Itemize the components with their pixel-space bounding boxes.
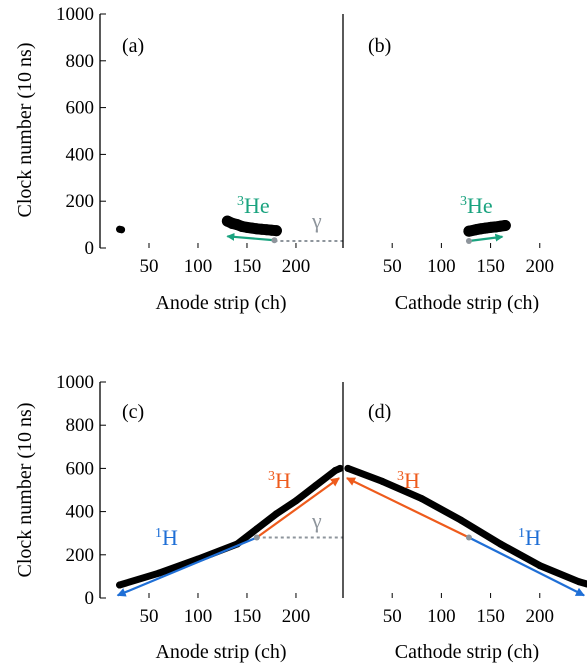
vertex-point: [253, 534, 260, 541]
xtick-label: 150: [233, 256, 262, 277]
data-point: [536, 562, 544, 570]
ytick-label: 1000: [56, 4, 94, 25]
xtick-label: 50: [383, 256, 402, 277]
annotation-h1-d: 1H: [518, 525, 541, 550]
arrow-3he: [226, 232, 275, 242]
data-point: [378, 477, 386, 485]
panel-a: 0 200 400 600 800 1000 50 100 150 200: [56, 4, 343, 277]
xlabel-a: Anode strip (ch): [155, 292, 286, 314]
data-point: [583, 580, 587, 588]
panel-label-d: (d): [368, 401, 391, 423]
ytick-label: 800: [66, 51, 95, 72]
data-point: [336, 464, 344, 472]
data-point: [118, 226, 126, 234]
data-point: [272, 510, 280, 518]
data-point: [418, 495, 426, 503]
ytick-label: 800: [66, 415, 95, 436]
xtick-label: 50: [139, 256, 158, 277]
ytick-label: 400: [66, 502, 95, 523]
xtick-label: 150: [476, 606, 505, 627]
annotation-gamma-c: γ: [311, 508, 322, 533]
ytick-label: 0: [85, 238, 95, 259]
data-point: [496, 540, 504, 548]
panel-label-c: (c): [122, 401, 144, 423]
panel-label-b: (b): [368, 35, 391, 57]
arrow-3he: [468, 233, 504, 243]
xtick-label: 200: [526, 606, 555, 627]
data-point: [270, 225, 282, 237]
annotation-h3-d: 3H: [397, 468, 420, 493]
data-point: [253, 525, 261, 533]
panel-label-a: (a): [122, 35, 144, 57]
track-band: [116, 464, 344, 589]
xtick-label: 150: [233, 606, 262, 627]
xtick-label: 100: [184, 256, 213, 277]
panel-c: 0 200 400 600 800 1000 50 100 150 200: [56, 372, 344, 627]
ytick-label: 400: [66, 144, 95, 165]
xtick-label: 150: [476, 256, 505, 277]
xtick-label: 200: [526, 256, 555, 277]
xtick-label: 100: [184, 606, 213, 627]
data-point: [457, 516, 465, 524]
panel-b: 50 100 150 200: [383, 220, 554, 277]
xlabel-c: Anode strip (ch): [155, 641, 286, 663]
ylabel-top: Clock number (10 ns): [14, 43, 36, 218]
annotation-h3-c: 3H: [268, 468, 291, 493]
data-point: [292, 497, 300, 505]
frame-top: [99, 14, 344, 248]
xtick-label: 200: [282, 256, 311, 277]
vertex-point: [465, 237, 472, 244]
xtick-label: 100: [427, 256, 456, 277]
ytick-label: 1000: [56, 372, 94, 393]
annotation-h1-c: 1H: [155, 525, 178, 550]
ytick-label: 0: [85, 588, 95, 609]
panel-d: 50 100 150 200: [344, 464, 587, 627]
annotation-gamma-a: γ: [311, 208, 322, 233]
data-point: [116, 581, 124, 589]
ytick-label: 600: [66, 458, 95, 479]
arrow-3h: [256, 477, 340, 539]
arrow-1h: [116, 536, 258, 597]
xtick-label: 50: [383, 606, 402, 627]
data-point: [344, 464, 352, 472]
xlabel-b: Cathode strip (ch): [395, 292, 539, 314]
ytick-label: 600: [66, 98, 95, 119]
xtick-label: 200: [282, 606, 311, 627]
xtick-label: 100: [427, 606, 456, 627]
xlabel-d: Cathode strip (ch): [395, 641, 539, 663]
data-point: [499, 220, 511, 232]
ytick-label: 200: [66, 545, 95, 566]
ylabel-bottom: Clock number (10 ns): [14, 403, 36, 578]
data-point: [312, 482, 320, 490]
vertex-point: [271, 237, 278, 244]
arrow-1h: [468, 536, 585, 597]
xtick-label: 50: [139, 606, 158, 627]
annotation-he3-b: 3He: [460, 193, 493, 218]
vertex-point: [465, 534, 472, 541]
frame-bottom: [99, 382, 344, 598]
annotation-he3-a: 3He: [237, 193, 270, 218]
data-point: [575, 578, 583, 586]
arrow-3h: [346, 477, 470, 539]
track-band: [344, 464, 587, 588]
ytick-label: 200: [66, 191, 95, 212]
data-point: [155, 569, 163, 577]
